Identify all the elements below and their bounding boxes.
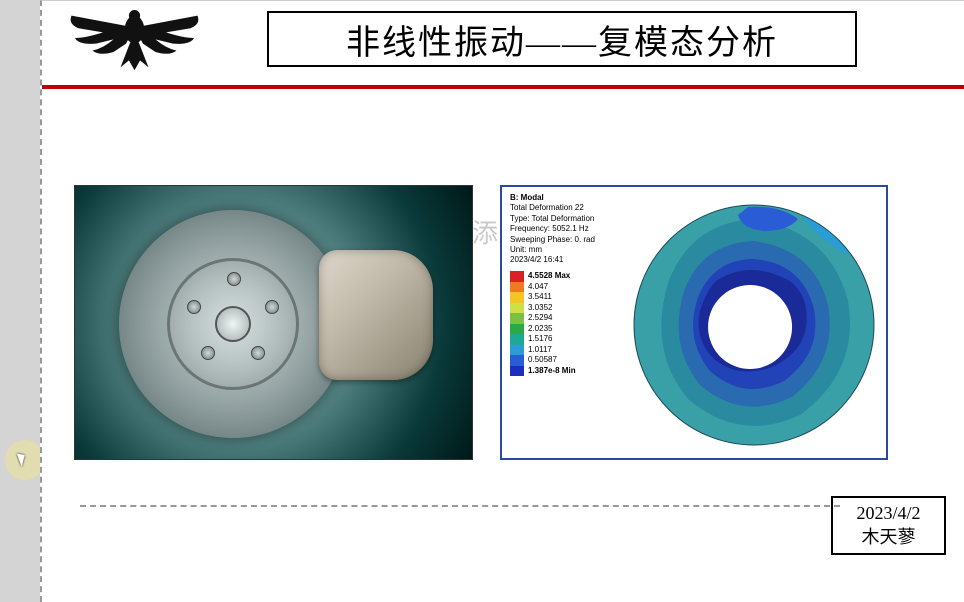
simulation-info-block: B: Modal Total Deformation 22 Type: Tota… [510, 193, 595, 266]
lug-bolt [187, 300, 201, 314]
slide-author: 木天蓼 [835, 526, 942, 549]
eagle-logo-icon [62, 3, 207, 73]
legend-row: 4.047 [510, 282, 576, 293]
legend-label: 1.387e-8 Min [528, 367, 576, 375]
lug-bolt [201, 346, 215, 360]
brake-disc-photo [74, 185, 473, 460]
slide-date: 2023/4/2 [835, 502, 942, 525]
bottom-dashed-divider [80, 505, 840, 507]
legend-swatch [510, 292, 524, 303]
legend-row: 3.0352 [510, 303, 576, 314]
brake-hub-center [215, 306, 251, 342]
legend-swatch [510, 334, 524, 345]
legend-swatch [510, 303, 524, 314]
legend-row: 1.0117 [510, 345, 576, 356]
legend-swatch [510, 271, 524, 282]
presentation-slide: 非线性振动——复模态分析 添 B: Modal Total Deformatio… [40, 0, 964, 602]
legend-row: 4.5528 Max [510, 271, 576, 282]
legend-swatch [510, 324, 524, 335]
legend-row: 2.5294 [510, 313, 576, 324]
legend-label: 0.50587 [528, 356, 557, 364]
sim-unit: Unit: mm [510, 245, 595, 255]
legend-row: 3.5411 [510, 292, 576, 303]
lug-bolt [265, 300, 279, 314]
slide-title-text: 非线性振动——复模态分析 [346, 15, 778, 64]
simulation-contour-plot [630, 201, 878, 449]
legend-swatch [510, 313, 524, 324]
sim-phase: Sweeping Phase: 0. rad [510, 235, 595, 245]
sim-frequency: Frequency: 5052.1 Hz [510, 224, 595, 234]
legend-swatch [510, 366, 524, 377]
sim-timestamp: 2023/4/2 16:41 [510, 255, 595, 265]
legend-row: 2.0235 [510, 324, 576, 335]
legend-swatch [510, 282, 524, 293]
mouse-cursor-halo [5, 440, 45, 480]
legend-label: 4.5528 Max [528, 272, 570, 280]
color-legend: 4.5528 Max 4.047 3.5411 3.0352 2.5294 2.0235 1… [510, 271, 576, 376]
simulation-result-panel: B: Modal Total Deformation 22 Type: Tota… [500, 185, 888, 460]
legend-label: 2.0235 [528, 325, 552, 333]
legend-label: 3.0352 [528, 304, 552, 312]
legend-swatch [510, 355, 524, 366]
slide-content: 添 B: Modal Total Deformation 22 Type: To… [42, 89, 964, 569]
lug-bolt [227, 272, 241, 286]
brake-caliper [319, 250, 433, 380]
legend-label: 4.047 [528, 283, 548, 291]
legend-row: 0.50587 [510, 355, 576, 366]
legend-row: 1.5176 [510, 334, 576, 345]
legend-label: 1.0117 [528, 346, 552, 354]
sim-title: B: Modal [510, 193, 595, 203]
legend-label: 3.5411 [528, 293, 552, 301]
slide-header: 非线性振动——复模态分析 [42, 1, 964, 89]
legend-swatch [510, 345, 524, 356]
legend-label: 1.5176 [528, 335, 552, 343]
lug-bolt [251, 346, 265, 360]
contour-disc-icon [630, 201, 878, 449]
sim-type: Type: Total Deformation [510, 214, 595, 224]
date-author-box: 2023/4/2 木天蓼 [831, 496, 946, 555]
sim-deformation-name: Total Deformation 22 [510, 203, 595, 213]
legend-row: 1.387e-8 Min [510, 366, 576, 377]
legend-label: 2.5294 [528, 314, 552, 322]
slide-title: 非线性振动——复模态分析 [267, 11, 857, 67]
watermark-char: 添 [472, 213, 498, 250]
